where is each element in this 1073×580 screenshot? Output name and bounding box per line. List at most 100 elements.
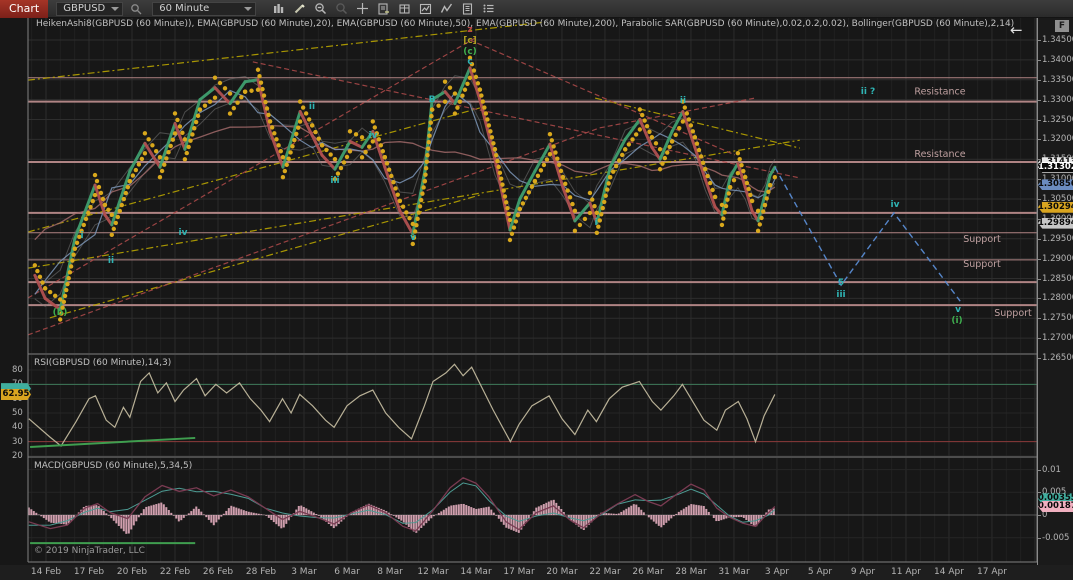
candle-path: [638, 118, 654, 149]
fixed-scale-button[interactable]: F: [1055, 20, 1069, 32]
tab-chart[interactable]: Chart: [0, 0, 49, 18]
sar-dot: [424, 159, 430, 164]
zoom-out-icon[interactable]: [312, 1, 329, 17]
sar-dot: [544, 157, 550, 162]
sar-dot: [511, 225, 517, 230]
sar-dot: [182, 157, 188, 162]
candle-path: [33, 273, 47, 300]
sar-dot: [582, 216, 588, 222]
sar-dot: [146, 137, 151, 142]
sar-dot: [172, 111, 178, 116]
sar-dot: [186, 144, 191, 150]
sar-dot: [596, 224, 601, 229]
wave-label: iv: [369, 131, 378, 141]
axis-price-marker: 0.00187: [1038, 501, 1073, 512]
sar-dot: [370, 119, 375, 124]
date-tick-label: 5 Apr: [807, 567, 833, 577]
interval-dropdown[interactable]: 60 Minute: [152, 1, 257, 16]
sar-dot: [538, 168, 544, 173]
candle-path: [720, 175, 732, 217]
axis-price-marker: [1, 383, 31, 395]
sar-dot: [767, 182, 773, 188]
time-axis[interactable]: 14 Feb 17 Feb 20 Feb 22 Feb 26 Feb 28 Feb 3 Ma…: [0, 565, 1073, 580]
sar-dot: [735, 151, 741, 156]
sar-dot: [297, 99, 303, 104]
trendline: [28, 37, 476, 299]
sar-dot: [662, 155, 668, 161]
sar-dot: [742, 174, 748, 180]
sar-dot: [266, 112, 271, 118]
sar-dot: [415, 216, 420, 222]
sar-dot: [316, 136, 321, 141]
sar-dot: [560, 174, 566, 180]
date-tick-label: 6 Mar: [334, 567, 360, 577]
candle-path: [213, 86, 232, 106]
price-tick-label: 1.28000: [1037, 293, 1073, 303]
candle-path: [573, 201, 592, 223]
chart-trader-icon[interactable]: [375, 1, 392, 17]
rsi-trendline: [30, 436, 196, 448]
wave-label: iii: [836, 290, 845, 300]
sar-dot: [286, 156, 291, 161]
drawing-tools-icon[interactable]: [291, 1, 308, 17]
wave-label: ii: [680, 96, 686, 106]
candle-path: [333, 139, 352, 171]
sar-dot: [309, 123, 315, 128]
sar-dot: [567, 195, 573, 200]
candle-path: [398, 209, 415, 236]
search-icon[interactable]: [127, 1, 144, 17]
sar-dot: [498, 176, 504, 181]
sar-dot: [739, 162, 744, 168]
candle-path: [693, 145, 707, 181]
sar-dot: [565, 188, 570, 193]
sar-dot: [630, 137, 635, 142]
regression-trend-icon[interactable]: [438, 1, 455, 17]
sar-dot: [175, 117, 180, 123]
wave-label: [c]: [463, 36, 477, 46]
sar-dot: [62, 293, 68, 299]
sar-dot: [417, 204, 423, 209]
date-tick-label: 17 Apr: [977, 567, 1007, 577]
sar-dot: [684, 111, 690, 116]
sar-dot: [462, 87, 468, 92]
candle-path: [650, 145, 662, 161]
wave-label: (b): [53, 308, 68, 318]
candle-path: [561, 185, 577, 223]
sar-dot: [471, 68, 477, 73]
sar-dot: [400, 204, 406, 209]
candle-path: [143, 141, 162, 169]
properties-icon[interactable]: [480, 1, 497, 17]
sar-dot: [190, 132, 195, 137]
instrument-dropdown[interactable]: GBPUSD: [56, 1, 124, 16]
candle-path: [681, 110, 697, 149]
snapshot-icon[interactable]: [459, 1, 476, 17]
sar-dot: [384, 161, 390, 166]
crosshair-icon[interactable]: [354, 1, 371, 17]
zoom-in-icon[interactable]: [333, 1, 350, 17]
data-box-icon[interactable]: [396, 1, 413, 17]
sar-dot: [690, 129, 696, 134]
sar-dot: [535, 173, 541, 178]
sar-dot: [59, 311, 64, 316]
date-tick-label: 26 Feb: [202, 567, 234, 577]
sar-dot: [423, 165, 429, 171]
chart-style-icon[interactable]: [270, 1, 287, 17]
sar-dot: [623, 147, 628, 152]
sar-dot: [382, 155, 388, 160]
pan-left-arrow-icon[interactable]: ←: [1010, 21, 1023, 39]
sar-dot: [507, 217, 513, 223]
sar-dot: [452, 111, 458, 116]
sar-dot: [594, 210, 600, 216]
price-axis[interactable]: 1.34500 1.34000 1.33500 1.33000 1.32500 1.320…: [1037, 18, 1073, 565]
sar-dot: [177, 124, 183, 129]
indicators-icon[interactable]: [417, 1, 434, 17]
sar-dot: [102, 202, 108, 208]
sar-dot: [467, 75, 473, 81]
candle-path: [728, 161, 740, 179]
sar-dot: [748, 192, 753, 198]
candle-path: [468, 66, 482, 102]
chevron-down-icon: [111, 6, 120, 11]
wave-label: iv: [179, 228, 188, 238]
